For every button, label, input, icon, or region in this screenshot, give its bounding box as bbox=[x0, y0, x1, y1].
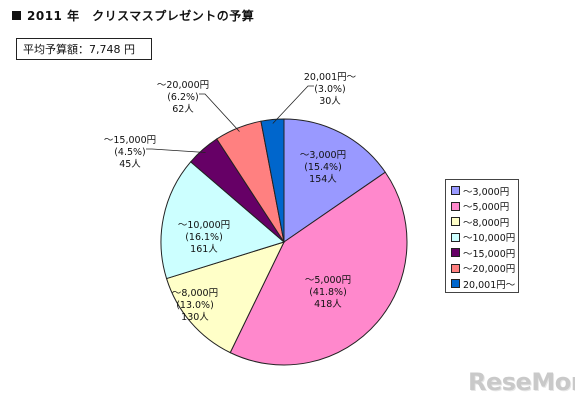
slice-label-line: 130人 bbox=[181, 312, 209, 323]
legend-item: ～10,000円 bbox=[451, 230, 518, 246]
pie-slice bbox=[283, 118, 386, 243]
slice-label-line: (41.8%) bbox=[309, 287, 347, 298]
slice-label: ～3,000円(15.4%) 154人 bbox=[300, 150, 346, 185]
slice-label-line: ～10,000円 bbox=[178, 220, 230, 231]
leader-line bbox=[199, 93, 240, 132]
legend-swatch bbox=[451, 186, 460, 196]
legend-swatch bbox=[451, 248, 460, 258]
slice-label-line: (3.0%) bbox=[314, 84, 346, 95]
slice-label-line: ～15,000円 bbox=[104, 135, 156, 146]
slice-label-line: (13.0%) bbox=[176, 300, 214, 311]
pie-slice bbox=[160, 161, 286, 280]
legend-label: ～8,000円 bbox=[463, 217, 510, 229]
legend: ～3,000円 ～5,000円 ～8,000円 ～10,000円 ～15,000… bbox=[445, 179, 519, 293]
slice-label-line: 20,001円～ bbox=[304, 72, 357, 83]
slice-label: ～10,000円(16.1%) 161人 bbox=[178, 220, 230, 255]
slice-label-line: (15.4%) bbox=[304, 162, 342, 173]
leader-line bbox=[146, 148, 206, 153]
legend-label: ～20,000円 bbox=[463, 264, 516, 276]
slice-label-line: (16.1%) bbox=[185, 232, 223, 243]
legend-swatch bbox=[451, 263, 460, 273]
legend-item: ～8,000円 bbox=[451, 214, 518, 230]
average-budget-box: 平均予算額：7,748 円 bbox=[16, 38, 152, 60]
slice-label-line: ～3,000円 bbox=[300, 150, 346, 161]
legend-item: ～3,000円 bbox=[451, 183, 518, 199]
legend-swatch bbox=[451, 201, 460, 211]
legend-label: ～15,000円 bbox=[463, 248, 516, 260]
pie-slices bbox=[160, 118, 408, 366]
legend-label: ～3,000円 bbox=[463, 186, 510, 198]
slice-label-line: (4.5%) bbox=[114, 147, 146, 158]
legend-item: ～15,000円 bbox=[451, 245, 518, 261]
slice-label-line: 161人 bbox=[190, 244, 218, 255]
slice-label-line: 62人 bbox=[172, 104, 194, 115]
chart-title-text: 2011 年 クリスマスプレゼントの予算 bbox=[27, 9, 255, 23]
leader-lines bbox=[146, 85, 314, 153]
slice-label-line: ～20,000円 bbox=[157, 80, 209, 91]
slice-label-line: ～8,000円 bbox=[172, 288, 218, 299]
legend-swatch bbox=[451, 217, 460, 227]
legend-label: 20,001円～ bbox=[463, 279, 516, 291]
legend-label: ～10,000円 bbox=[463, 233, 516, 245]
slice-label-line: ～5,000円 bbox=[305, 275, 351, 286]
slice-label: ～20,000円(6.2%) 62人 bbox=[157, 80, 209, 115]
leader-line bbox=[272, 85, 314, 124]
slice-label: ～5,000円(41.8%) 418人 bbox=[305, 275, 351, 310]
slice-label-line: 418人 bbox=[314, 299, 342, 310]
slice-label-line: 30人 bbox=[319, 96, 341, 107]
slice-label-line: 45人 bbox=[119, 159, 141, 170]
chart-title: 2011 年 クリスマスプレゼントの予算 bbox=[12, 7, 254, 24]
slice-label: ～15,000円(4.5%) 45人 bbox=[104, 135, 156, 170]
legend-item: ～5,000円 bbox=[451, 199, 518, 215]
legend-item: ～20,000円 bbox=[451, 261, 518, 277]
pie-slice bbox=[260, 118, 285, 243]
average-budget-text: 平均予算額：7,748 円 bbox=[23, 43, 135, 56]
slice-label-line: (6.2%) bbox=[167, 92, 199, 103]
slice-label-line: 154人 bbox=[309, 174, 337, 185]
pie-slice bbox=[229, 171, 408, 366]
legend-item: 20,001円～ bbox=[451, 276, 518, 292]
legend-swatch bbox=[451, 232, 460, 242]
slice-labels: ～3,000円(15.4%) 154人 ～5,000円(41.8%) 418人 ～8,0… bbox=[104, 72, 357, 323]
legend-label: ～5,000円 bbox=[463, 202, 510, 214]
slice-label: ～8,000円(13.0%) 130人 bbox=[172, 288, 218, 323]
slice-label: 20,001円～(3.0%) 30人 bbox=[304, 72, 357, 107]
legend-swatch bbox=[451, 279, 460, 289]
bullet-square-icon bbox=[12, 11, 21, 20]
resemom-logo: ReseMom bbox=[468, 368, 575, 396]
